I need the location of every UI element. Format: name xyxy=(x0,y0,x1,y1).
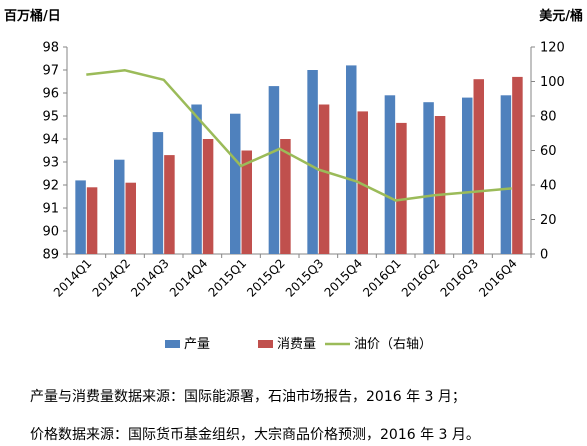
right-tick-label: 60 xyxy=(540,144,557,159)
consumption-bar xyxy=(396,122,407,255)
production-bar xyxy=(114,159,125,254)
consumption-bar xyxy=(357,111,368,255)
legend-production-swatch xyxy=(165,340,180,348)
consumption-bar xyxy=(241,150,252,254)
legend-consumption-swatch xyxy=(258,340,273,348)
right-tick-label: 100 xyxy=(540,75,565,90)
x-tick-label: 2015Q2 xyxy=(244,256,288,300)
x-tick-label: 2015Q1 xyxy=(206,256,250,300)
source-note-production: 产量与消费量数据来源：国际能源署，石油市场报告，2016 年 3 月； xyxy=(30,389,466,405)
left-tick-label: 96 xyxy=(42,87,59,102)
right-tick-label: 40 xyxy=(540,179,557,194)
production-bar xyxy=(423,102,434,254)
production-bar xyxy=(346,65,357,255)
x-tick-label: 2016Q2 xyxy=(399,256,443,300)
consumption-bar xyxy=(434,116,446,254)
production-bar xyxy=(75,180,86,254)
left-tick-label: 91 xyxy=(42,202,59,217)
consumption-bar xyxy=(164,155,175,254)
left-tick-label: 97 xyxy=(42,64,59,79)
production-bar xyxy=(268,86,280,254)
production-bar xyxy=(191,104,202,254)
right-tick-label: 80 xyxy=(540,110,557,125)
oil-chart: 百万桶/日 美元/桶 89 90 91 92 93 94 95 96 97 98 0 20 40 60 80 10… xyxy=(4,8,583,352)
x-tick-label: 2016Q3 xyxy=(438,256,482,300)
left-tick-label: 95 xyxy=(42,110,59,125)
right-tick-label: 20 xyxy=(540,213,557,228)
x-tick-label: 2016Q4 xyxy=(476,256,520,300)
x-tick-label: 2014Q4 xyxy=(167,256,211,300)
left-tick-label: 92 xyxy=(42,179,59,194)
legend-oil-price-label: 油价（右轴） xyxy=(354,337,432,352)
x-tick-label: 2014Q3 xyxy=(128,256,172,300)
oil-price-line xyxy=(86,69,512,202)
consumption-bar xyxy=(512,76,523,255)
x-tick-label: 2015Q3 xyxy=(283,256,327,300)
consumption-bar xyxy=(125,182,136,254)
left-tick-label: 93 xyxy=(42,156,59,171)
x-tick-label: 2014Q1 xyxy=(51,256,95,300)
right-tick-label: 120 xyxy=(540,41,565,56)
x-tick-label: 2015Q4 xyxy=(322,256,366,300)
consumption-bar xyxy=(318,104,330,254)
x-tick-label: 2014Q2 xyxy=(90,256,134,300)
source-note-price: 价格数据来源：国际货币基金组织，大宗商品价格预测，2016 年 3 月。 xyxy=(30,427,480,443)
left-tick-label: 89 xyxy=(42,248,59,263)
consumption-bar xyxy=(202,139,214,254)
production-bar xyxy=(307,70,318,254)
right-axis-unit: 美元/桶 xyxy=(539,8,583,24)
legend-production-label: 产量 xyxy=(184,337,210,352)
production-bar xyxy=(152,132,164,254)
production-bar xyxy=(384,95,396,254)
consumption-bar xyxy=(280,139,291,254)
legend-consumption-label: 消费量 xyxy=(277,337,316,352)
x-tick-label: 2016Q1 xyxy=(360,256,404,300)
production-bar xyxy=(230,113,241,254)
production-bar xyxy=(500,95,512,254)
left-axis-unit: 百万桶/日 xyxy=(4,8,61,24)
consumption-bar xyxy=(473,79,484,254)
left-tick-label: 94 xyxy=(42,133,59,148)
production-bar xyxy=(462,97,473,254)
left-tick-label: 98 xyxy=(42,41,59,56)
left-tick-label: 90 xyxy=(42,225,59,240)
right-tick-label: 0 xyxy=(540,248,548,263)
consumption-bar xyxy=(86,187,98,254)
